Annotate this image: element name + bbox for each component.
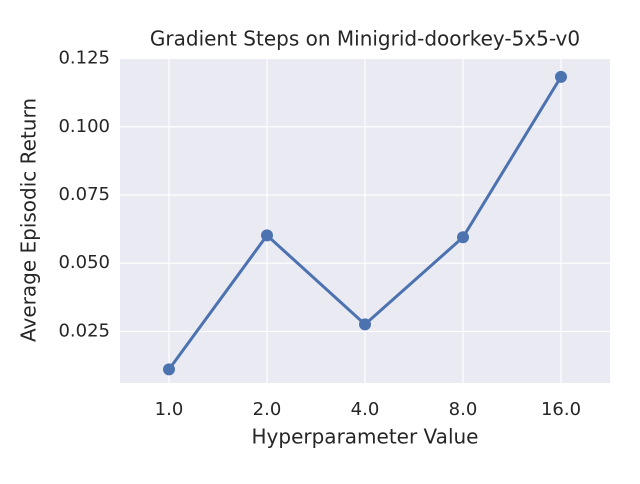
x-tick-label: 2.0	[253, 399, 282, 420]
y-tick-label: 0.075	[58, 184, 110, 205]
x-tick-label: 1.0	[155, 399, 184, 420]
point	[457, 231, 469, 244]
y-tick-label: 0.025	[58, 320, 110, 341]
point	[261, 229, 273, 242]
point	[555, 70, 567, 83]
x-tick-label: 4.0	[351, 399, 380, 420]
grid	[120, 57, 610, 383]
point	[163, 363, 175, 376]
x-tick-label: 8.0	[449, 399, 478, 420]
point	[359, 318, 371, 331]
y-tick-label: 0.050	[58, 252, 110, 273]
x-tick-label: 16.0	[541, 399, 581, 420]
x-axis-label: Hyperparameter Value	[252, 425, 479, 449]
y-tick-label: 0.100	[58, 116, 110, 137]
y-axis-label: Average Episodic Return	[17, 98, 41, 342]
chart-title: Gradient Steps on Minigrid-doorkey-5x5-v…	[150, 27, 580, 51]
y-tick-label: 0.125	[58, 48, 110, 69]
